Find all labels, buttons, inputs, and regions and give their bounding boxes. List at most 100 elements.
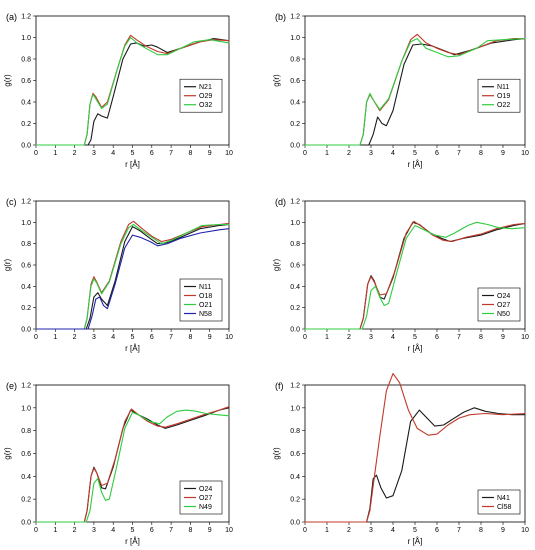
y-tick-label: 0.4 — [290, 474, 300, 481]
panel-label: (d) — [275, 197, 286, 207]
panel-4: (e) 0 1 2 3 4 5 6 7 8 9 10 0.0 0.2 0.4 0.6 0.8 1.0 1.2 r [Å… — [3, 381, 233, 546]
x-tick-label: 2 — [73, 334, 77, 341]
panel-2: (c) 0 1 2 3 4 5 6 7 8 9 10 0.0 0.2 0.4 0.6 0.8 1.0 1.2 r [Å… — [3, 197, 233, 353]
x-tick-label: 7 — [457, 334, 461, 341]
x-tick-label: 0 — [34, 150, 38, 157]
y-tick-label: 0.6 — [21, 451, 31, 458]
x-tick-label: 2 — [347, 334, 351, 341]
x-tick-label: 2 — [347, 150, 351, 157]
y-tick-label: 0.2 — [290, 497, 300, 504]
legend: O24 O27 N49 — [179, 480, 223, 515]
x-tick-label: 5 — [131, 334, 135, 341]
panel-0: (a) 0 1 2 3 4 5 6 7 8 9 10 0.0 0.2 0.4 0.6 0.8 1.0 1.2 r [Å… — [3, 12, 233, 169]
y-axis-label: g(r) — [3, 74, 12, 87]
series-line-o27 — [304, 220, 526, 330]
panel-3: (d) 0 1 2 3 4 5 6 7 8 9 10 0.0 0.2 0.4 0.6 0.8 1.0 1.2 r [Å… — [272, 197, 529, 353]
x-tick-label: 9 — [208, 527, 212, 534]
x-tick-label: 7 — [169, 150, 173, 157]
x-tick-label: 7 — [169, 334, 173, 341]
legend-label: N11 — [199, 284, 211, 291]
series-line-o22 — [304, 38, 526, 146]
x-tick-label: 9 — [208, 150, 212, 157]
x-tick-label: 0 — [34, 527, 38, 534]
panel-label: (f) — [275, 381, 284, 391]
x-tick-label: 3 — [92, 334, 96, 341]
series-line-o32 — [35, 36, 230, 146]
x-tick-label: 6 — [150, 334, 154, 341]
legend-label: N58 — [199, 311, 212, 318]
x-tick-label: 3 — [369, 150, 373, 157]
x-tick-label: 8 — [188, 527, 192, 534]
x-tick-label: 10 — [225, 334, 233, 341]
panel-label: (a) — [6, 12, 17, 22]
y-tick-label: 0.4 — [21, 474, 31, 481]
y-tick-label: 1.2 — [290, 14, 300, 21]
y-tick-label: 0.0 — [290, 327, 300, 334]
x-tick-label: 4 — [391, 150, 395, 157]
y-axis-label: g(r) — [3, 258, 12, 271]
y-tick-label: 0.2 — [21, 497, 31, 504]
legend-label: N50 — [497, 311, 510, 318]
y-axis-label: g(r) — [3, 447, 12, 460]
series-line-o21 — [35, 223, 230, 330]
y-axis-label: g(r) — [272, 74, 281, 87]
x-tick-label: 1 — [325, 527, 329, 534]
legend-label: O22 — [497, 102, 510, 109]
x-tick-label: 9 — [501, 334, 505, 341]
x-tick-label: 4 — [391, 527, 395, 534]
x-tick-label: 1 — [53, 527, 57, 534]
y-tick-label: 1.2 — [21, 14, 31, 21]
x-tick-label: 6 — [435, 334, 439, 341]
x-tick-label: 1 — [53, 150, 57, 157]
y-tick-label: 0.6 — [21, 78, 31, 85]
y-tick-label: 0.4 — [290, 284, 300, 291]
y-tick-label: 0.8 — [290, 428, 300, 435]
legend: N11 O19 O22 — [477, 78, 521, 113]
legend-label: O29 — [199, 93, 212, 100]
x-tick-label: 0 — [303, 334, 307, 341]
legend: N21 O29 O32 — [179, 78, 223, 113]
y-tick-label: 1.2 — [290, 199, 300, 206]
y-tick-label: 0.0 — [290, 520, 300, 527]
legend-label: O24 — [199, 486, 212, 493]
y-tick-label: 0.8 — [21, 428, 31, 435]
x-tick-label: 5 — [131, 150, 135, 157]
x-tick-label: 5 — [131, 527, 135, 534]
legend-label: Cl58 — [497, 504, 512, 511]
x-tick-label: 5 — [413, 334, 417, 341]
series-line-cl58 — [304, 373, 526, 523]
x-tick-label: 4 — [111, 334, 115, 341]
y-tick-label: 0.6 — [290, 451, 300, 458]
y-tick-label: 0.8 — [290, 57, 300, 64]
x-tick-label: 3 — [369, 527, 373, 534]
x-tick-label: 6 — [435, 150, 439, 157]
legend: N41 Cl58 — [477, 489, 521, 515]
y-tick-label: 1.0 — [290, 220, 300, 227]
y-tick-label: 1.0 — [21, 35, 31, 42]
x-tick-label: 10 — [225, 150, 233, 157]
x-tick-label: 10 — [225, 527, 233, 534]
y-tick-label: 1.0 — [290, 35, 300, 42]
x-tick-label: 7 — [457, 150, 461, 157]
panel-1: (b) 0 1 2 3 4 5 6 7 8 9 10 0.0 0.2 0.4 0.6 0.8 1.0 1.2 r [Å… — [272, 12, 529, 169]
y-tick-label: 0.8 — [290, 241, 300, 248]
x-tick-label: 10 — [521, 334, 529, 341]
legend-label: O19 — [497, 93, 510, 100]
y-tick-label: 0.6 — [290, 78, 300, 85]
legend: O24 O27 N50 — [477, 287, 521, 322]
y-tick-label: 0.6 — [290, 263, 300, 270]
x-axis-label: r [Å] — [125, 537, 140, 546]
x-tick-label: 3 — [369, 334, 373, 341]
y-axis-label: g(r) — [272, 447, 281, 460]
x-tick-label: 6 — [435, 527, 439, 534]
series-line-n58 — [35, 228, 230, 330]
y-tick-label: 0.0 — [21, 143, 31, 150]
x-tick-label: 9 — [501, 527, 505, 534]
x-tick-label: 3 — [92, 527, 96, 534]
legend-label: O18 — [199, 293, 212, 300]
y-tick-label: 1.0 — [21, 220, 31, 227]
panel-label: (b) — [275, 12, 286, 22]
y-tick-label: 0.2 — [290, 305, 300, 312]
x-tick-label: 8 — [479, 334, 483, 341]
x-tick-label: 1 — [53, 334, 57, 341]
